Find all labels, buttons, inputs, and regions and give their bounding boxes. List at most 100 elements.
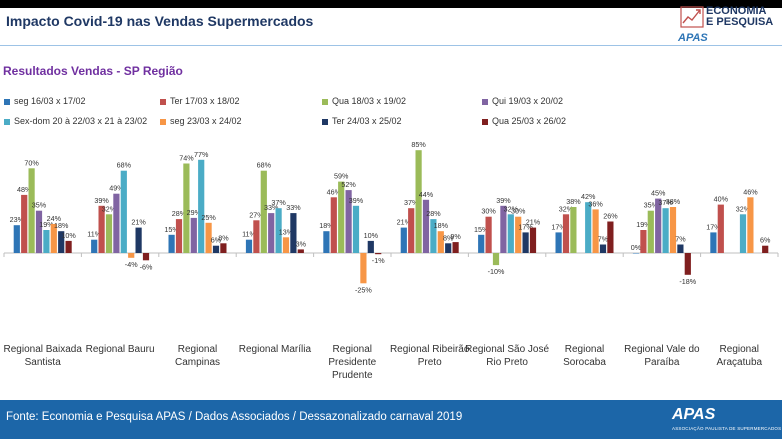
- bar: [13, 225, 20, 253]
- data-label: 32%: [504, 204, 519, 213]
- top-border: [0, 0, 782, 8]
- bar: [120, 170, 127, 253]
- bar: [640, 230, 647, 253]
- bar: [323, 231, 330, 253]
- legend-item: Qua 25/03 x 26/02: [482, 116, 566, 126]
- bar: [330, 197, 337, 253]
- data-label: 6%: [211, 236, 222, 245]
- data-label: 68%: [117, 161, 132, 170]
- data-label: 6%: [760, 236, 771, 245]
- bar: [529, 227, 537, 253]
- bar: [415, 150, 422, 253]
- bar: [113, 193, 120, 253]
- legend-label: seg 16/03 x 17/02: [14, 96, 86, 106]
- bar: [345, 190, 352, 253]
- logo-line-2: E PESQUISA: [706, 16, 774, 28]
- data-label: 13%: [279, 227, 294, 236]
- bar: [35, 210, 43, 254]
- data-label: 39%: [94, 196, 109, 205]
- bar: [50, 224, 57, 253]
- data-label: 37%: [404, 198, 419, 207]
- bar: [65, 240, 72, 253]
- data-label: 11%: [242, 230, 256, 239]
- bar: [282, 237, 290, 253]
- data-label: -1%: [372, 256, 385, 265]
- apas-logo: APAS: [672, 406, 716, 423]
- category-label: Regional: [178, 344, 217, 355]
- bar: [175, 219, 183, 253]
- legend-swatch: [482, 118, 488, 125]
- bar: [507, 214, 514, 253]
- data-label: 18%: [319, 221, 334, 230]
- data-label: 48%: [17, 185, 32, 194]
- bar: [684, 253, 691, 275]
- data-label: 33%: [264, 203, 279, 212]
- data-label: 46%: [743, 187, 758, 196]
- legend-swatch: [322, 98, 328, 105]
- bar: [500, 205, 507, 253]
- bar: [183, 163, 190, 253]
- data-label: 21%: [397, 218, 412, 227]
- bar: [375, 253, 382, 255]
- data-label: 33%: [286, 203, 301, 212]
- bar: [338, 181, 345, 253]
- data-label: 8%: [443, 233, 454, 242]
- data-label: 35%: [32, 201, 47, 210]
- bar: [290, 213, 297, 253]
- bar: [190, 217, 197, 253]
- bar: [212, 245, 220, 253]
- data-label: 26%: [603, 212, 618, 221]
- data-label: 21%: [131, 218, 146, 227]
- category-label: Prudente: [332, 370, 373, 381]
- category-label: Paraíba: [644, 357, 679, 368]
- bar: [669, 207, 677, 253]
- data-label: 17%: [518, 222, 533, 231]
- bar: [268, 213, 275, 253]
- legend-swatch: [160, 118, 166, 125]
- data-label: 35%: [644, 201, 659, 210]
- legend-label: Qui 19/03 x 20/02: [492, 96, 564, 106]
- bar: [245, 239, 253, 253]
- legend-label: Qua 25/03 x 26/02: [492, 116, 567, 126]
- legend-item: seg 23/03 x 24/02: [160, 116, 242, 126]
- bar: [607, 221, 614, 253]
- category-label: Regional Vale do: [624, 344, 700, 355]
- data-label: 24%: [47, 214, 62, 223]
- data-label: -18%: [679, 277, 696, 286]
- data-label: 70%: [24, 158, 39, 167]
- category-label: Rio Preto: [486, 357, 528, 368]
- bar: [260, 170, 267, 253]
- data-label: 46%: [327, 187, 342, 196]
- category-label: Araçatuba: [717, 357, 763, 368]
- data-label: 8%: [218, 233, 229, 242]
- bar: [367, 240, 374, 253]
- category-label: Regional: [333, 344, 372, 355]
- data-label: 77%: [194, 150, 209, 159]
- bar: [98, 205, 105, 253]
- data-label: 40%: [714, 195, 729, 204]
- category-label: Regional Bauru: [86, 344, 155, 355]
- bar: [437, 231, 444, 253]
- category-label: Regional: [565, 344, 604, 355]
- bar: [562, 214, 570, 253]
- category-label: Preto: [418, 357, 442, 368]
- bar: [632, 253, 640, 254]
- bar: [275, 208, 282, 253]
- data-label: 28%: [426, 209, 441, 218]
- bar: [105, 214, 113, 253]
- data-label: 10%: [364, 231, 379, 240]
- bar: [485, 216, 492, 253]
- legend-label: seg 23/03 x 24/02: [170, 116, 242, 126]
- data-label: 30%: [481, 207, 496, 216]
- bar: [28, 168, 35, 253]
- bar: [747, 197, 754, 253]
- data-label: 17%: [706, 222, 721, 231]
- bar: [522, 232, 529, 253]
- category-label: Regional Baixada: [4, 344, 83, 355]
- data-label: 7%: [598, 235, 609, 244]
- data-label: 30%: [511, 207, 526, 216]
- data-label: 18%: [54, 221, 69, 230]
- data-label: 11%: [87, 230, 101, 239]
- category-label: Regional Ribeirão: [390, 344, 470, 355]
- data-label: 45%: [651, 189, 666, 198]
